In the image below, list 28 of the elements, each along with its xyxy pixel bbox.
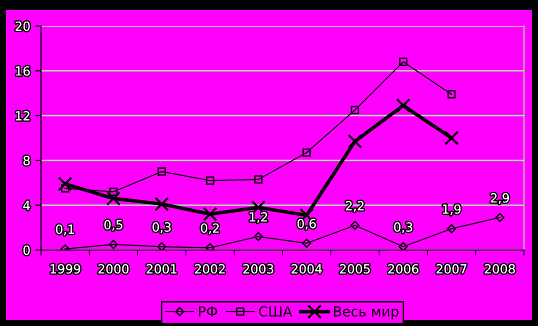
x-tick-label: 2001 <box>146 264 176 274</box>
x-tick-label: 2000 <box>98 264 129 274</box>
y-tick-label: 8 <box>23 156 30 166</box>
data-label: 1,9 <box>442 204 461 216</box>
legend-label: США <box>259 306 292 317</box>
data-label: 2,9 <box>490 193 509 204</box>
x-tick-label: 2004 <box>292 264 322 274</box>
x-tick-label: 2007 <box>436 264 466 274</box>
y-tick-label: 12 <box>16 111 30 120</box>
y-tick-label: 20 <box>16 21 30 31</box>
x-tick-label: 2002 <box>195 264 225 274</box>
y-tick-label: 4 <box>23 200 30 210</box>
x-tick-label: 1999 <box>50 264 80 274</box>
data-label: 0,1 <box>56 224 74 236</box>
data-label: 0,6 <box>298 218 316 230</box>
x-tick-label: 2005 <box>340 264 370 274</box>
x-tick-label: 2003 <box>243 264 274 274</box>
data-label: 0,3 <box>152 222 171 233</box>
y-tick-label: 16 <box>16 66 30 76</box>
data-label: 1,2 <box>250 212 268 223</box>
x-tick-label: 2008 <box>484 264 515 274</box>
data-label: 0,5 <box>104 220 122 231</box>
data-label: 0,2 <box>200 223 219 234</box>
y-tick-label: 0 <box>23 245 30 255</box>
x-tick-label: 2006 <box>388 264 418 274</box>
legend-label: Весь мир <box>334 306 398 320</box>
legend-label: РФ <box>199 306 218 316</box>
data-label: 0,3 <box>394 222 412 233</box>
